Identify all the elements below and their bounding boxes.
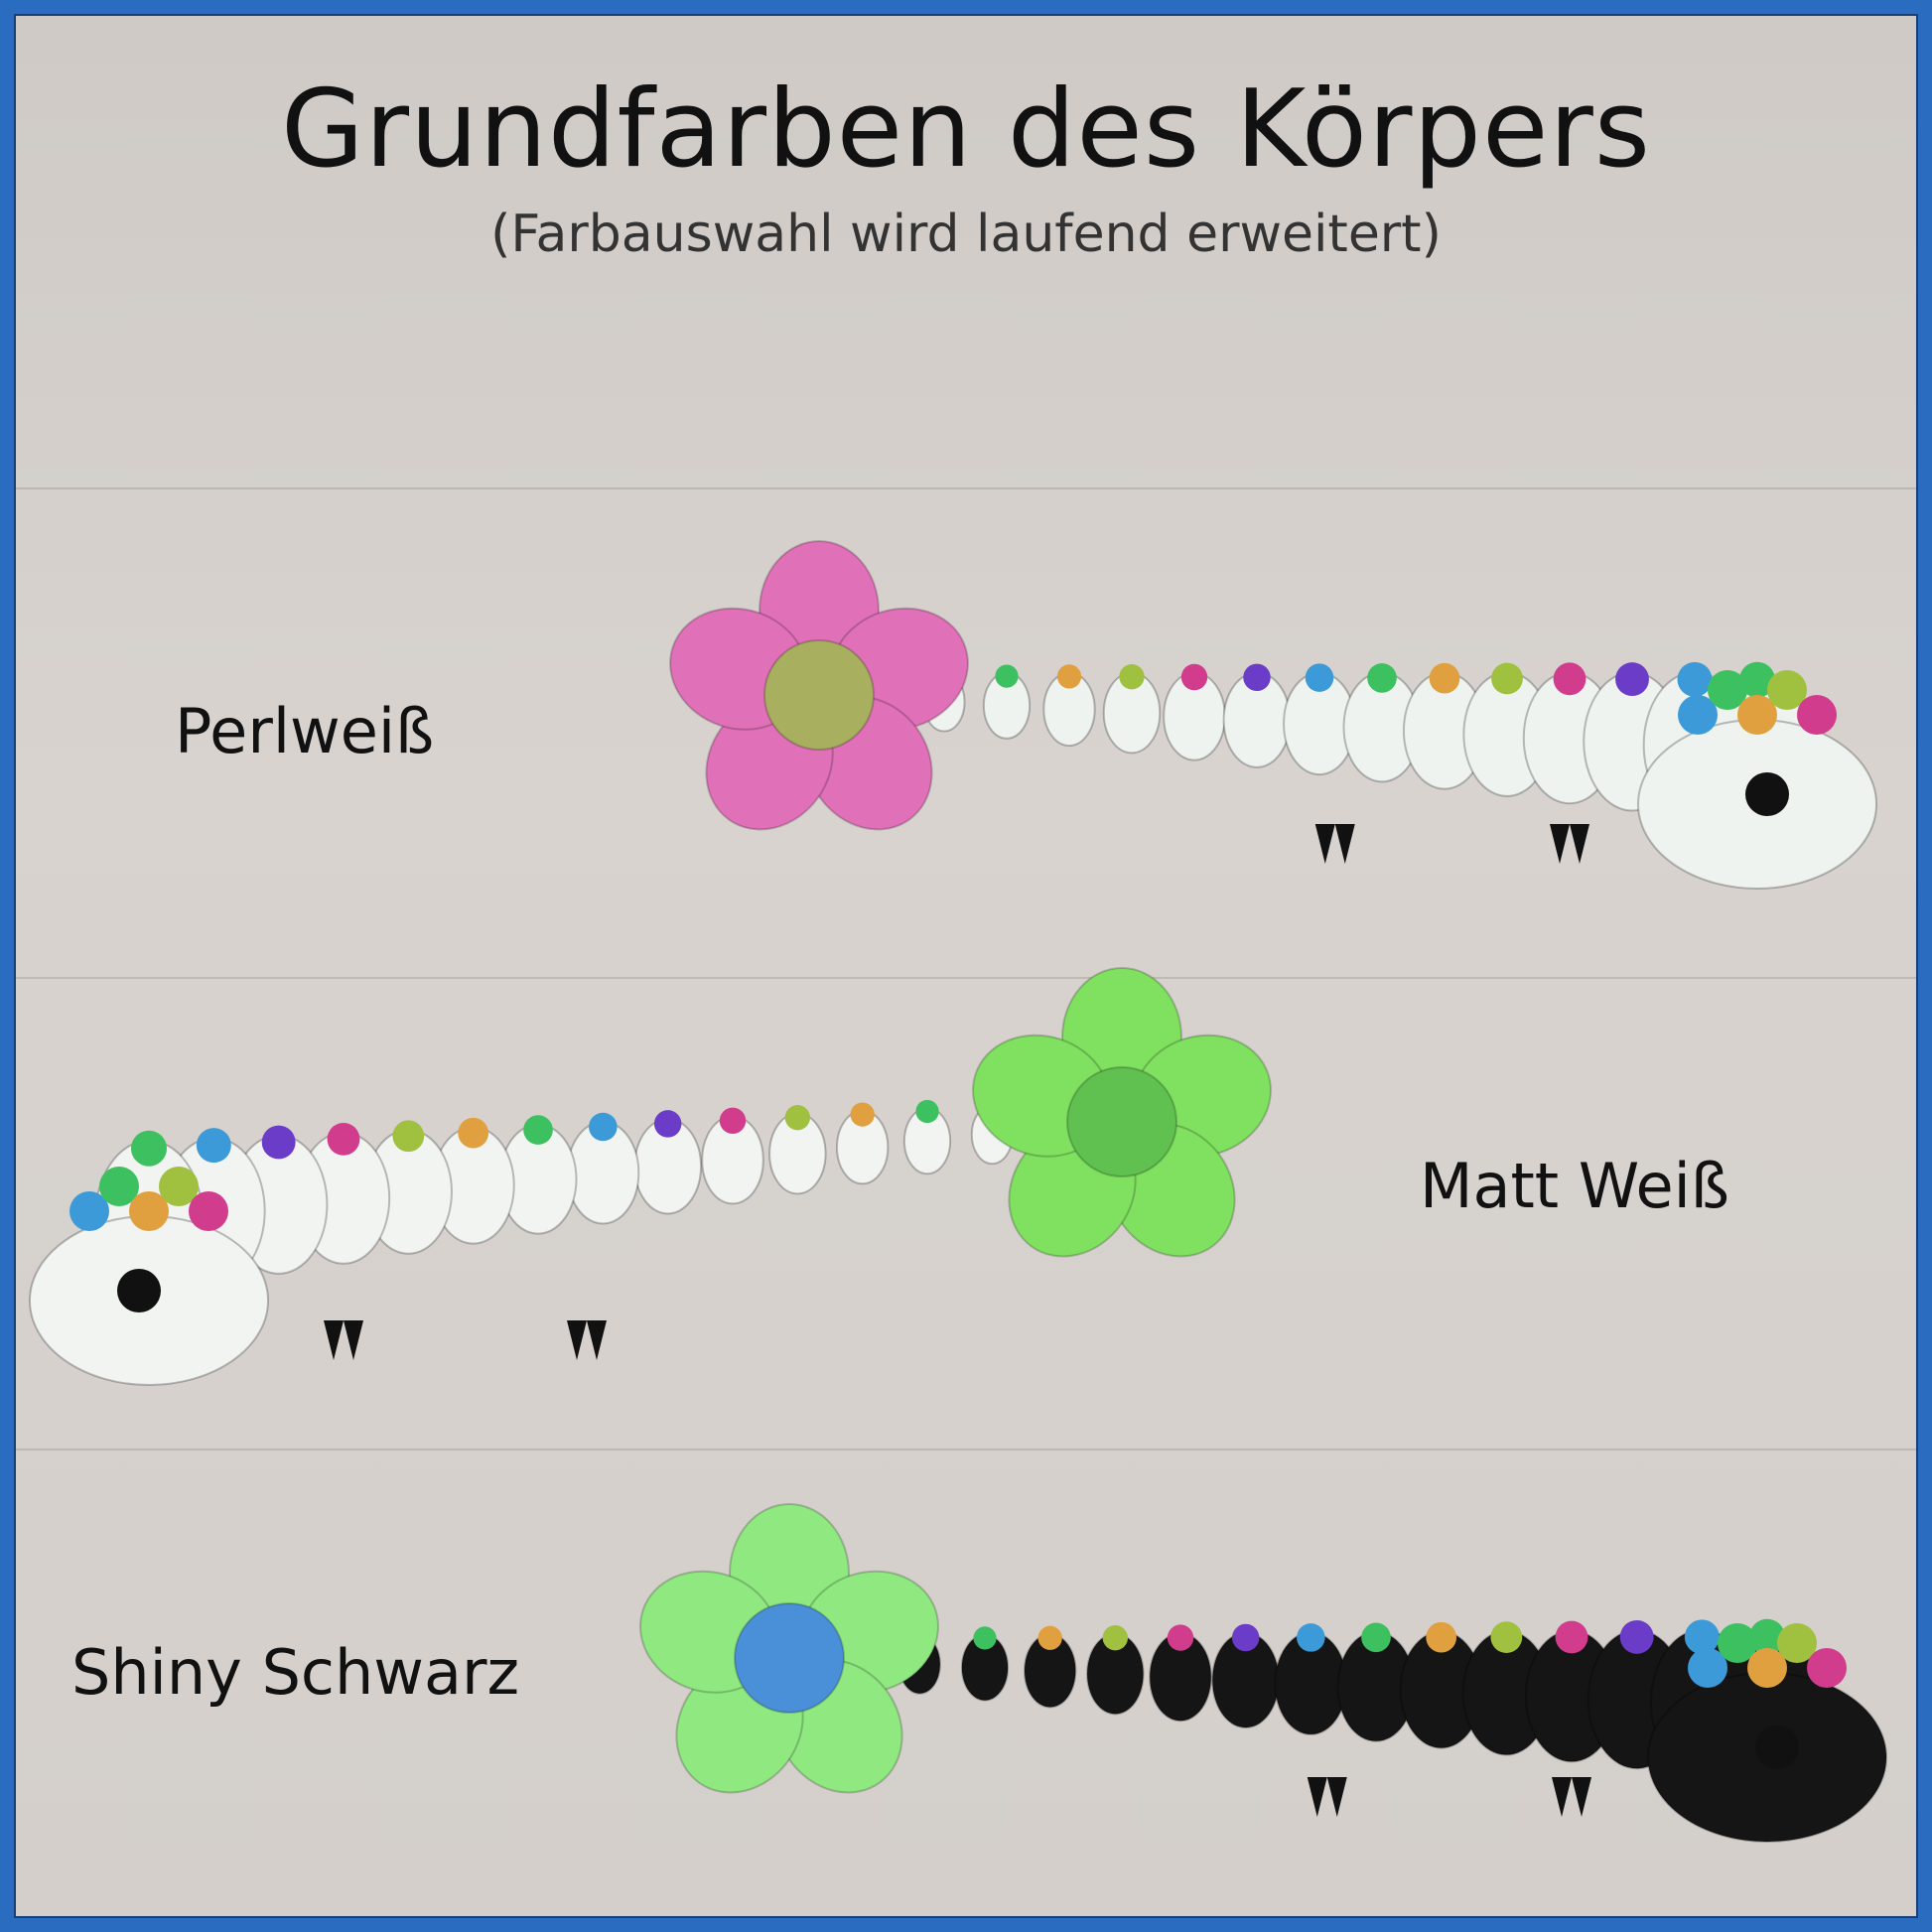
variant-label-shiny-schwarz: Shiny Schwarz — [71, 1636, 520, 1709]
mini-flower — [1367, 663, 1397, 693]
mini-flower — [850, 1102, 875, 1127]
mini-flower — [458, 1117, 488, 1149]
mini-flower — [392, 1120, 425, 1153]
mini-flower — [1231, 1623, 1260, 1652]
mini-flower — [1555, 1620, 1588, 1654]
head-flower — [159, 1167, 199, 1206]
head-flower — [129, 1191, 169, 1231]
mini-flower — [1305, 663, 1334, 692]
head-flower — [69, 1191, 109, 1231]
mini-flower — [1739, 661, 1775, 698]
flower-center — [734, 1602, 845, 1714]
claw — [324, 1320, 363, 1360]
mini-flower — [1615, 662, 1649, 697]
product-panel: Grundfarben des Körpers (Farbauswahl wir… — [14, 14, 1918, 1918]
head-flower — [1797, 695, 1837, 735]
head-flower — [1807, 1648, 1847, 1688]
mini-flower — [1037, 1625, 1062, 1650]
mini-flower — [653, 1110, 682, 1138]
head-flower — [1708, 670, 1747, 710]
mini-flower — [1429, 662, 1460, 694]
divider — [16, 1449, 1916, 1450]
page-title: Grundfarben des Körpers — [280, 68, 1652, 192]
dragon — [669, 540, 1877, 890]
mini-flower — [261, 1125, 296, 1160]
head-flower — [1777, 1623, 1817, 1663]
mini-flower — [995, 664, 1019, 688]
mini-flower — [327, 1123, 360, 1156]
variant-label-matt-weiss: Matt Weiß — [1420, 1150, 1729, 1222]
head-flower — [1678, 695, 1718, 735]
claw — [567, 1320, 607, 1360]
dragon — [29, 967, 1272, 1386]
claw — [1550, 824, 1589, 864]
mini-flower — [1180, 663, 1208, 691]
flower-center — [1066, 1066, 1177, 1177]
mini-flower — [1684, 1619, 1720, 1655]
claw — [1314, 824, 1355, 864]
head-flower — [1767, 670, 1807, 710]
mini-flower — [1677, 661, 1713, 697]
mini-flower — [1749, 1618, 1785, 1655]
mini-flower — [915, 1099, 939, 1124]
mini-flower — [1491, 662, 1523, 695]
dragon-eye — [117, 1269, 161, 1312]
dragon-eye — [1755, 1725, 1799, 1769]
claw — [1307, 1777, 1347, 1817]
mini-flower — [1361, 1622, 1391, 1653]
mini-flower — [719, 1107, 747, 1135]
head-flower — [1688, 1648, 1727, 1688]
dragon — [639, 1503, 1887, 1843]
head-flower — [1747, 1648, 1787, 1688]
divider — [16, 487, 1916, 489]
mini-flower — [1297, 1623, 1325, 1652]
divider — [16, 977, 1916, 979]
mini-flower — [1490, 1621, 1523, 1653]
mini-flower — [1102, 1625, 1129, 1651]
dragon-eye — [1745, 772, 1789, 816]
head-flower — [1718, 1623, 1757, 1663]
mini-flower — [131, 1130, 167, 1167]
mini-flower — [1553, 662, 1587, 696]
flower-center — [763, 639, 875, 751]
claw — [1552, 1777, 1591, 1817]
mini-flower — [1619, 1619, 1654, 1654]
mini-flower — [973, 1626, 997, 1650]
mini-flower — [196, 1128, 231, 1164]
variant-label-perlweiss: Perlweiß — [175, 695, 435, 767]
mini-flower — [1056, 664, 1082, 689]
mini-flower — [523, 1115, 553, 1145]
mini-flower — [1167, 1624, 1194, 1651]
mini-flower — [1426, 1621, 1456, 1653]
head-flower — [189, 1191, 228, 1231]
mini-flower — [784, 1105, 810, 1131]
mini-flower — [589, 1112, 618, 1142]
mini-flower — [1243, 663, 1271, 692]
head-flower — [99, 1167, 139, 1206]
head-flower — [1737, 695, 1777, 735]
mini-flower — [1119, 664, 1145, 690]
page-subtitle: (Farbauswahl wird laufend erweitert) — [490, 205, 1442, 264]
